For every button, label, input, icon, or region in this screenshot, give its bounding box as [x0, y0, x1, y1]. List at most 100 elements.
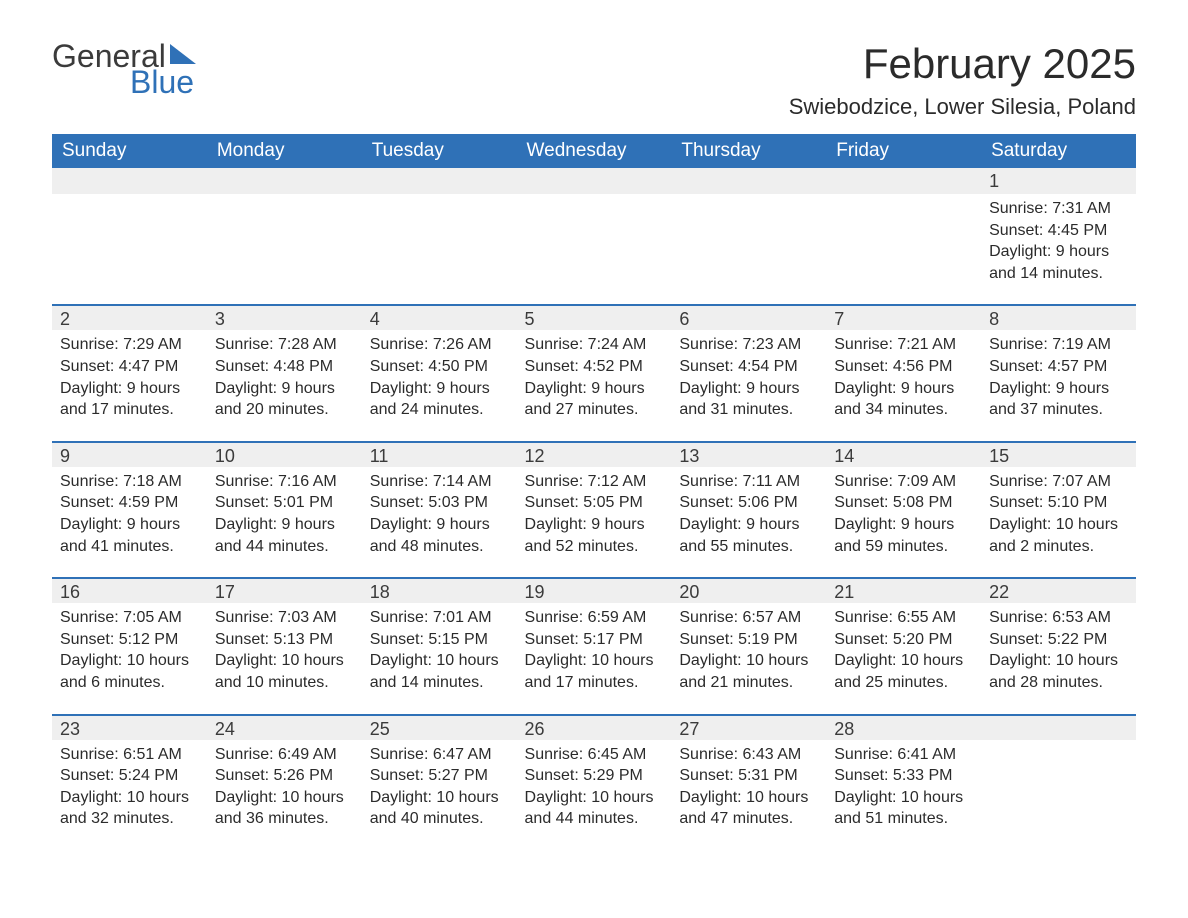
daylight-text: Daylight: 9 hours and 44 minutes. [215, 514, 354, 557]
sunrise-text: Sunrise: 7:31 AM [989, 198, 1128, 220]
calendar-week-row: 1Sunrise: 7:31 AMSunset: 4:45 PMDaylight… [52, 168, 1136, 304]
day-details: Sunrise: 6:57 AMSunset: 5:19 PMDaylight:… [671, 603, 826, 713]
sunrise-text: Sunrise: 7:29 AM [60, 334, 199, 356]
calendar-cell: 22Sunrise: 6:53 AMSunset: 5:22 PMDayligh… [981, 577, 1136, 713]
calendar-cell [981, 714, 1136, 850]
sunset-text: Sunset: 5:08 PM [834, 492, 973, 514]
day-number [671, 168, 826, 194]
sunset-text: Sunset: 4:45 PM [989, 220, 1128, 242]
calendar-cell [826, 168, 981, 304]
calendar-cell: 7Sunrise: 7:21 AMSunset: 4:56 PMDaylight… [826, 304, 981, 440]
day-details: Sunrise: 6:47 AMSunset: 5:27 PMDaylight:… [362, 740, 517, 850]
day-details: Sunrise: 6:43 AMSunset: 5:31 PMDaylight:… [671, 740, 826, 850]
day-number: 20 [671, 577, 826, 603]
day-number [207, 168, 362, 194]
calendar-cell: 27Sunrise: 6:43 AMSunset: 5:31 PMDayligh… [671, 714, 826, 850]
daylight-text: Daylight: 9 hours and 59 minutes. [834, 514, 973, 557]
calendar-cell: 26Sunrise: 6:45 AMSunset: 5:29 PMDayligh… [517, 714, 672, 850]
sunset-text: Sunset: 4:50 PM [370, 356, 509, 378]
sunrise-text: Sunrise: 7:28 AM [215, 334, 354, 356]
sunrise-text: Sunrise: 7:23 AM [679, 334, 818, 356]
day-details: Sunrise: 7:24 AMSunset: 4:52 PMDaylight:… [517, 330, 672, 440]
day-details: Sunrise: 7:11 AMSunset: 5:06 PMDaylight:… [671, 467, 826, 577]
sunrise-text: Sunrise: 6:55 AM [834, 607, 973, 629]
sunset-text: Sunset: 5:33 PM [834, 765, 973, 787]
day-number: 10 [207, 441, 362, 467]
day-details [826, 194, 981, 286]
col-monday: Monday [207, 134, 362, 168]
calendar-cell: 13Sunrise: 7:11 AMSunset: 5:06 PMDayligh… [671, 441, 826, 577]
day-details: Sunrise: 7:19 AMSunset: 4:57 PMDaylight:… [981, 330, 1136, 440]
day-details: Sunrise: 6:41 AMSunset: 5:33 PMDaylight:… [826, 740, 981, 850]
calendar-cell: 1Sunrise: 7:31 AMSunset: 4:45 PMDaylight… [981, 168, 1136, 304]
calendar-cell: 20Sunrise: 6:57 AMSunset: 5:19 PMDayligh… [671, 577, 826, 713]
sunset-text: Sunset: 4:52 PM [525, 356, 664, 378]
daylight-text: Daylight: 10 hours and 28 minutes. [989, 650, 1128, 693]
day-details: Sunrise: 7:01 AMSunset: 5:15 PMDaylight:… [362, 603, 517, 713]
day-number: 21 [826, 577, 981, 603]
calendar-cell: 4Sunrise: 7:26 AMSunset: 4:50 PMDaylight… [362, 304, 517, 440]
day-number [981, 714, 1136, 740]
sunset-text: Sunset: 5:24 PM [60, 765, 199, 787]
daylight-text: Daylight: 9 hours and 31 minutes. [679, 378, 818, 421]
sunrise-text: Sunrise: 6:57 AM [679, 607, 818, 629]
sunrise-text: Sunrise: 6:51 AM [60, 744, 199, 766]
day-details: Sunrise: 7:23 AMSunset: 4:54 PMDaylight:… [671, 330, 826, 440]
daylight-text: Daylight: 10 hours and 21 minutes. [679, 650, 818, 693]
sunset-text: Sunset: 5:10 PM [989, 492, 1128, 514]
day-details: Sunrise: 7:21 AMSunset: 4:56 PMDaylight:… [826, 330, 981, 440]
day-number [362, 168, 517, 194]
sunset-text: Sunset: 5:29 PM [525, 765, 664, 787]
day-details: Sunrise: 6:59 AMSunset: 5:17 PMDaylight:… [517, 603, 672, 713]
daylight-text: Daylight: 9 hours and 34 minutes. [834, 378, 973, 421]
sunrise-text: Sunrise: 6:45 AM [525, 744, 664, 766]
daylight-text: Daylight: 10 hours and 36 minutes. [215, 787, 354, 830]
day-details: Sunrise: 7:12 AMSunset: 5:05 PMDaylight:… [517, 467, 672, 577]
day-number: 1 [981, 168, 1136, 194]
daylight-text: Daylight: 10 hours and 2 minutes. [989, 514, 1128, 557]
calendar-cell: 11Sunrise: 7:14 AMSunset: 5:03 PMDayligh… [362, 441, 517, 577]
sunset-text: Sunset: 5:03 PM [370, 492, 509, 514]
calendar-week-row: 2Sunrise: 7:29 AMSunset: 4:47 PMDaylight… [52, 304, 1136, 440]
calendar-cell: 28Sunrise: 6:41 AMSunset: 5:33 PMDayligh… [826, 714, 981, 850]
location-subtitle: Swiebodzice, Lower Silesia, Poland [789, 94, 1136, 120]
sunrise-text: Sunrise: 7:14 AM [370, 471, 509, 493]
day-number: 18 [362, 577, 517, 603]
sunrise-text: Sunrise: 6:47 AM [370, 744, 509, 766]
day-number: 8 [981, 304, 1136, 330]
logo-text-blue: Blue [130, 66, 194, 98]
sunset-text: Sunset: 4:57 PM [989, 356, 1128, 378]
day-details: Sunrise: 6:53 AMSunset: 5:22 PMDaylight:… [981, 603, 1136, 713]
day-number: 28 [826, 714, 981, 740]
day-details [671, 194, 826, 286]
col-thursday: Thursday [671, 134, 826, 168]
calendar-cell: 21Sunrise: 6:55 AMSunset: 5:20 PMDayligh… [826, 577, 981, 713]
day-number: 12 [517, 441, 672, 467]
sunset-text: Sunset: 4:48 PM [215, 356, 354, 378]
day-number: 19 [517, 577, 672, 603]
day-number: 4 [362, 304, 517, 330]
day-number: 5 [517, 304, 672, 330]
day-number: 13 [671, 441, 826, 467]
calendar-cell: 16Sunrise: 7:05 AMSunset: 5:12 PMDayligh… [52, 577, 207, 713]
day-details [517, 194, 672, 286]
sunset-text: Sunset: 5:01 PM [215, 492, 354, 514]
sunset-text: Sunset: 5:20 PM [834, 629, 973, 651]
calendar-cell: 25Sunrise: 6:47 AMSunset: 5:27 PMDayligh… [362, 714, 517, 850]
daylight-text: Daylight: 10 hours and 40 minutes. [370, 787, 509, 830]
sunrise-text: Sunrise: 6:59 AM [525, 607, 664, 629]
day-details: Sunrise: 7:26 AMSunset: 4:50 PMDaylight:… [362, 330, 517, 440]
col-sunday: Sunday [52, 134, 207, 168]
daylight-text: Daylight: 9 hours and 41 minutes. [60, 514, 199, 557]
sunset-text: Sunset: 5:13 PM [215, 629, 354, 651]
calendar-cell: 6Sunrise: 7:23 AMSunset: 4:54 PMDaylight… [671, 304, 826, 440]
calendar-cell: 3Sunrise: 7:28 AMSunset: 4:48 PMDaylight… [207, 304, 362, 440]
day-details: Sunrise: 6:49 AMSunset: 5:26 PMDaylight:… [207, 740, 362, 850]
sunset-text: Sunset: 5:19 PM [679, 629, 818, 651]
calendar-cell: 23Sunrise: 6:51 AMSunset: 5:24 PMDayligh… [52, 714, 207, 850]
sunrise-text: Sunrise: 6:41 AM [834, 744, 973, 766]
calendar-cell: 2Sunrise: 7:29 AMSunset: 4:47 PMDaylight… [52, 304, 207, 440]
day-number: 23 [52, 714, 207, 740]
sunrise-text: Sunrise: 7:21 AM [834, 334, 973, 356]
day-number: 14 [826, 441, 981, 467]
